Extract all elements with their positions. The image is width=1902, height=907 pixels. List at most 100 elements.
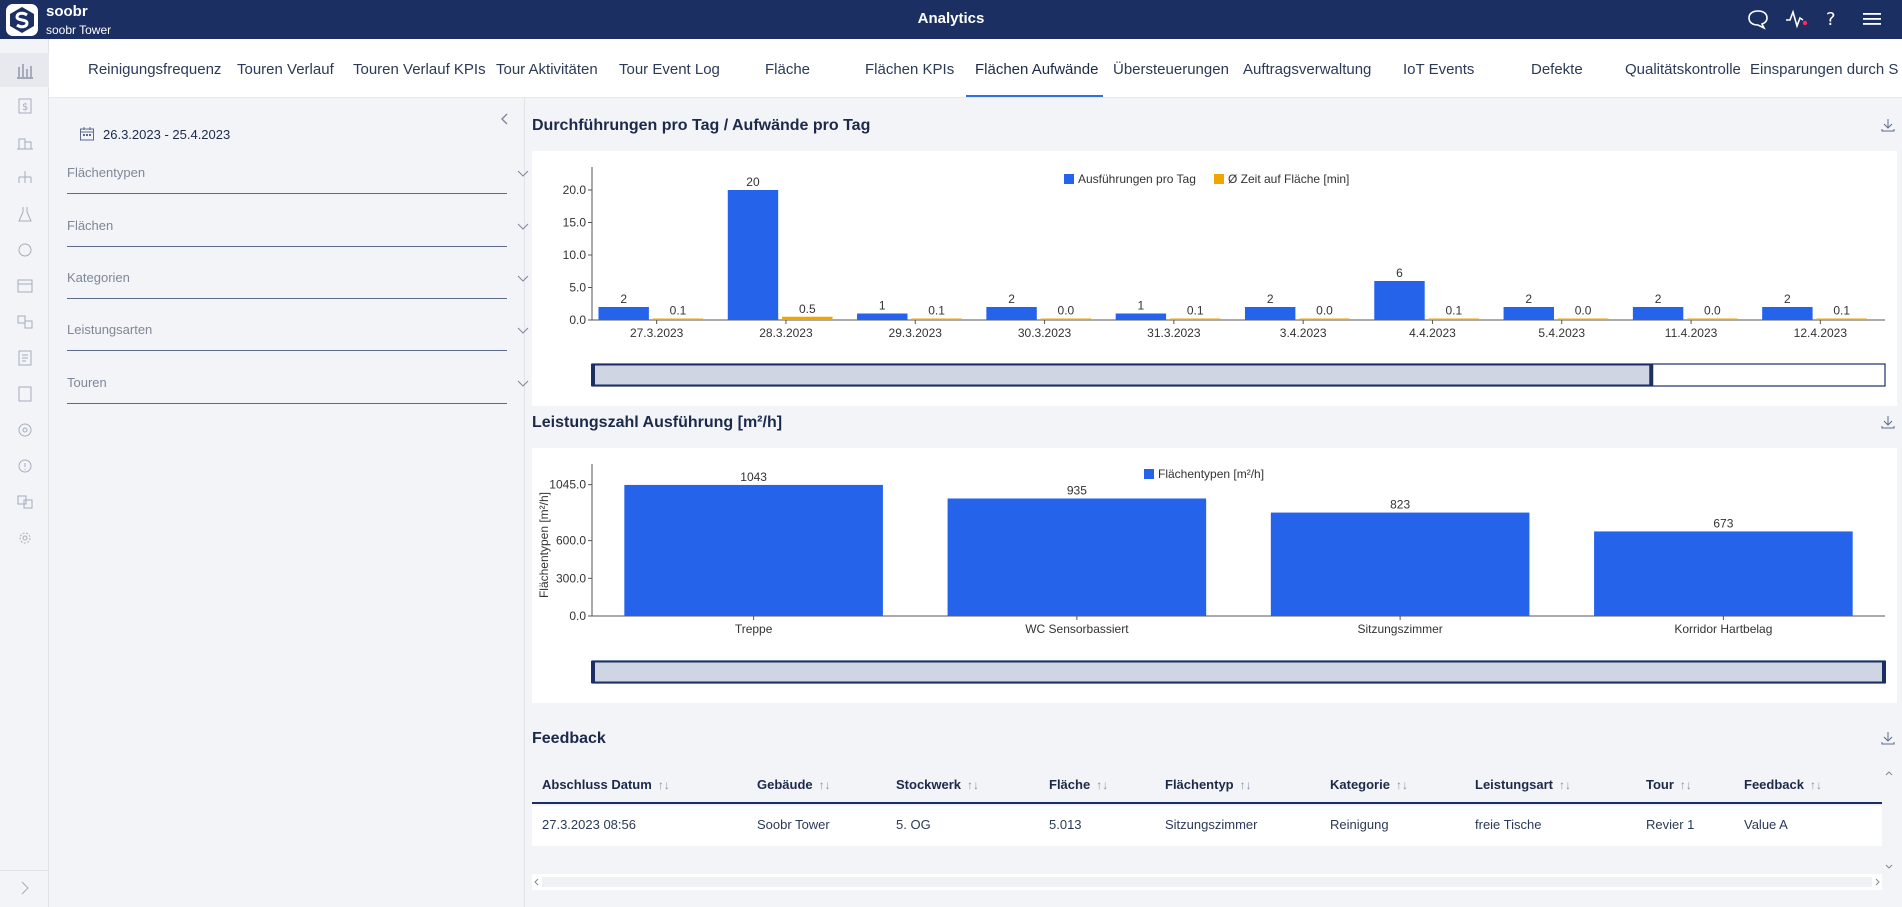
column-header[interactable]: Kategorie ↑↓ <box>1330 777 1408 792</box>
column-header[interactable]: Leistungsart ↑↓ <box>1475 777 1571 792</box>
tab-uebersteuerungen[interactable]: Übersteuerungen <box>1113 61 1229 78</box>
chevron-down-icon <box>517 223 529 230</box>
x-tick-label: WC Sensorbassiert <box>1025 622 1129 636</box>
sort-icon[interactable]: ↑↓ <box>657 778 670 792</box>
download-icon[interactable] <box>1880 117 1896 138</box>
horizontal-scrollbar[interactable] <box>532 874 1882 890</box>
sort-icon[interactable]: ↑↓ <box>1809 778 1822 792</box>
bar-value-label: 0.1 <box>1833 304 1850 318</box>
sort-icon[interactable]: ↑↓ <box>1239 778 1252 792</box>
zoom-slider-handle-left <box>591 661 595 683</box>
sensor-nav-icon[interactable] <box>0 413 49 447</box>
sort-icon[interactable]: ↑↓ <box>1559 778 1572 792</box>
expand-nav-icon[interactable] <box>0 870 49 904</box>
column-header[interactable]: Fläche ↑↓ <box>1049 777 1108 792</box>
bar <box>1594 531 1853 616</box>
column-header[interactable]: Tour ↑↓ <box>1646 777 1692 792</box>
chat-icon[interactable] <box>1746 8 1770 30</box>
column-header[interactable]: Flächentyp ↑↓ <box>1165 777 1252 792</box>
menu-icon[interactable] <box>1860 8 1884 30</box>
sync-nav-icon[interactable] <box>0 233 49 267</box>
bar <box>1115 313 1167 320</box>
x-tick-label: 3.4.2023 <box>1280 326 1327 340</box>
date-range-picker[interactable]: 26.3.2023 - 25.4.2023 <box>79 126 230 142</box>
tab-touren-verlauf[interactable]: Touren Verlauf <box>237 61 334 78</box>
tab-reinigungsfrequenz[interactable]: Reinigungsfrequenz <box>88 61 222 78</box>
y-tick-label: 1045.0 <box>549 478 586 492</box>
reports-nav-icon[interactable] <box>0 341 49 375</box>
column-header-label: Gebäude <box>757 777 813 792</box>
table-cell: Sitzungszimmer <box>1165 817 1258 832</box>
tab-flaechen-aufwaende[interactable]: Flächen Aufwände <box>975 61 1099 78</box>
schedule-nav-icon[interactable] <box>0 269 49 303</box>
download-icon[interactable] <box>1880 414 1896 435</box>
filter-kategorien[interactable]: Kategorien <box>67 259 529 299</box>
alert-nav-icon[interactable] <box>0 449 49 483</box>
bar <box>652 318 704 320</box>
x-tick-label: 11.4.2023 <box>1665 326 1718 340</box>
tab-auftragsverwaltung[interactable]: Auftragsverwaltung <box>1243 61 1372 78</box>
bar <box>1299 318 1350 320</box>
y-tick-label: 600.0 <box>556 534 586 548</box>
table-cell: 5. OG <box>896 817 931 832</box>
sort-icon[interactable]: ↑↓ <box>967 778 980 792</box>
tab-flaeche[interactable]: Fläche <box>765 61 811 78</box>
filter-flaechentypen[interactable]: Flächentypen <box>67 154 529 194</box>
table-cell: Revier 1 <box>1646 817 1695 832</box>
tab-iot-events[interactable]: IoT Events <box>1403 61 1475 78</box>
column-header[interactable]: Abschluss Datum ↑↓ <box>542 777 670 792</box>
chevron-left-icon[interactable] <box>498 112 512 131</box>
tab-tour-aktivitaeten[interactable]: Tour Aktivitäten <box>496 61 598 78</box>
tab-defekte[interactable]: Defekte <box>1531 61 1583 78</box>
sort-icon[interactable]: ↑↓ <box>1395 778 1408 792</box>
activity-icon[interactable] <box>1784 8 1808 30</box>
hierarchy-nav-icon[interactable] <box>0 161 49 195</box>
y-tick-label: 10.0 <box>563 248 587 262</box>
column-header[interactable]: Feedback ↑↓ <box>1744 777 1822 792</box>
buildings-nav-icon[interactable] <box>0 125 49 159</box>
bar <box>598 307 649 320</box>
table-cell: 5.013 <box>1049 817 1082 832</box>
tab-einsparungen[interactable]: Einsparungen durch S <box>1750 61 1899 78</box>
zoom-slider-handle-right <box>1882 661 1886 683</box>
download-icon[interactable] <box>1880 730 1896 751</box>
page-title: Analytics <box>917 10 985 27</box>
tab-flaechen-kpis[interactable]: Flächen KPIs <box>865 61 955 78</box>
tab-bar: Reinigungsfrequenz Touren Verlauf Touren… <box>49 39 1902 98</box>
sort-icon[interactable]: ↑↓ <box>818 778 831 792</box>
bar-value-label: 2 <box>1655 292 1662 306</box>
bar <box>1428 318 1479 320</box>
translate-nav-icon[interactable] <box>0 305 49 339</box>
settings-nav-icon[interactable] <box>0 521 49 555</box>
column-header[interactable]: Gebäude ↑↓ <box>757 777 831 792</box>
language-nav-icon[interactable] <box>0 485 49 519</box>
sort-icon[interactable]: ↑↓ <box>1679 778 1692 792</box>
table-row[interactable]: 27.3.2023 08:56 Soobr Tower 5. OG 5.013 Sitz… <box>532 806 1882 846</box>
bar <box>1374 281 1425 320</box>
lab-nav-icon[interactable] <box>0 197 49 231</box>
tab-touren-verlauf-kpis[interactable]: Touren Verlauf KPIs <box>353 61 486 78</box>
analytics-nav-icon[interactable] <box>0 53 49 87</box>
billing-nav-icon[interactable]: $ <box>0 89 49 123</box>
sort-icon[interactable]: ↑↓ <box>1096 778 1109 792</box>
bar <box>986 307 1037 320</box>
filter-flaechen[interactable]: Flächen <box>67 207 529 247</box>
chart1-svg: 0.05.010.015.020.027.3.202320.128.3.2023… <box>563 167 1886 387</box>
filter-touren[interactable]: Touren <box>67 364 529 404</box>
svg-text:$: $ <box>22 102 28 113</box>
tablet-nav-icon[interactable] <box>0 377 49 411</box>
bar-value-label: 0.5 <box>799 302 816 316</box>
nav-rail: $ <box>0 39 49 907</box>
column-header[interactable]: Stockwerk ↑↓ <box>896 777 979 792</box>
soobr-logo[interactable] <box>6 4 38 36</box>
svg-text:?: ? <box>1826 9 1836 30</box>
tab-qualitaetskontrolle[interactable]: Qualitätskontrolle <box>1625 61 1741 78</box>
help-icon[interactable]: ? <box>1822 8 1846 30</box>
chevron-down-icon <box>517 327 529 334</box>
filter-leistungsarten[interactable]: Leistungsarten <box>67 311 529 351</box>
chevron-down-icon <box>517 170 529 177</box>
vertical-scrollbar[interactable] <box>1882 740 1896 870</box>
column-header-label: Feedback <box>1744 777 1804 792</box>
tab-tour-event-log[interactable]: Tour Event Log <box>619 61 720 78</box>
